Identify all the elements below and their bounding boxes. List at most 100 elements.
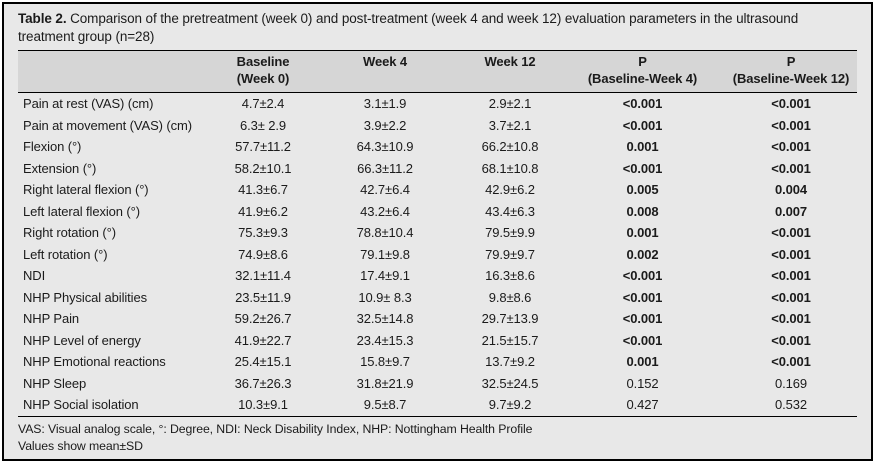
header-p4-line2: (Baseline-Week 4) <box>587 70 698 86</box>
header-p-baseline-week12: P (Baseline-Week 12) <box>725 49 857 94</box>
header-p12-line1: P <box>786 53 796 69</box>
header-week4-line1: Week 4 <box>363 53 407 69</box>
row-parameter-label: NHP Pain <box>23 311 80 327</box>
p-baseline-week12-value: <0.001 <box>771 311 811 327</box>
table-row: Extension (°) 58.2±10.1 66.3±11.2 68.1±1… <box>18 158 857 180</box>
week4-value: 64.3±10.9 <box>356 139 414 155</box>
table-row: NHP Pain 59.2±26.7 32.5±14.8 29.7±13.9 <… <box>18 308 857 330</box>
baseline-value: 41.3±6.7 <box>238 182 288 198</box>
week4-value: 43.2±6.4 <box>360 203 410 219</box>
table-body: Pain at rest (VAS) (cm) 4.7±2.4 3.1±1.9 … <box>18 93 857 417</box>
baseline-value: 59.2±26.7 <box>234 311 292 327</box>
week4-value: 42.7±6.4 <box>360 182 410 198</box>
row-parameter-label: Left lateral flexion (°) <box>23 203 140 219</box>
row-parameter-label: Pain at movement (VAS) (cm) <box>23 117 192 133</box>
table-row: NHP Level of energy 41.9±22.7 23.4±15.3 … <box>18 330 857 352</box>
p-baseline-week12-value: <0.001 <box>771 117 811 133</box>
row-parameter-label: Flexion (°) <box>23 139 82 155</box>
week4-value: 17.4±9.1 <box>360 268 410 284</box>
week4-value: 32.5±14.8 <box>356 311 414 327</box>
week12-value: 16.3±8.6 <box>485 268 535 284</box>
week12-value: 3.7±2.1 <box>488 117 532 133</box>
baseline-value: 74.9±8.6 <box>238 246 288 262</box>
header-week12-line1: Week 12 <box>484 53 536 69</box>
footnote-values: Values show mean±SD <box>18 438 143 453</box>
week12-value: 66.2±10.8 <box>481 139 539 155</box>
baseline-value: 10.3±9.1 <box>238 397 288 413</box>
row-parameter-label: NHP Level of energy <box>23 332 141 348</box>
week4-value: 23.4±15.3 <box>356 332 414 348</box>
header-week12: Week 12 <box>460 49 560 94</box>
week4-value: 3.1±1.9 <box>363 96 407 112</box>
table-row: NHP Physical abilities 23.5±11.9 10.9± 8… <box>18 287 857 309</box>
baseline-value: 23.5±11.9 <box>235 289 291 305</box>
p-baseline-week4-value: 0.001 <box>626 225 659 241</box>
week12-value: 32.5±24.5 <box>481 375 539 391</box>
table-header: Baseline (Week 0) Week 4 Week 12 P (Base… <box>18 49 857 94</box>
header-week4: Week 4 <box>310 49 460 94</box>
header-parameter-blank <box>18 49 216 94</box>
table-row: Flexion (°) 57.7±11.2 64.3±10.9 66.2±10.… <box>18 136 857 158</box>
week4-value: 79.1±9.8 <box>360 246 410 262</box>
p-baseline-week12-value: <0.001 <box>771 354 811 370</box>
row-parameter-label: NHP Physical abilities <box>23 289 147 305</box>
p-baseline-week4-value: 0.005 <box>626 182 659 198</box>
row-parameter-label: Right lateral flexion (°) <box>23 182 149 198</box>
header-baseline: Baseline (Week 0) <box>216 49 310 94</box>
p-baseline-week4-value: 0.002 <box>626 246 659 262</box>
table-row: Left lateral flexion (°) 41.9±6.2 43.2±6… <box>18 201 857 223</box>
week4-value: 66.3±11.2 <box>357 160 413 176</box>
baseline-value: 75.3±9.3 <box>238 225 288 241</box>
row-parameter-label: NHP Sleep <box>23 375 87 391</box>
baseline-value: 57.7±11.2 <box>235 139 291 155</box>
p-baseline-week4-value: 0.001 <box>626 139 659 155</box>
table-number: Table 2. <box>18 11 67 26</box>
p-baseline-week12-value: <0.001 <box>771 139 811 155</box>
baseline-value: 4.7±2.4 <box>241 96 285 112</box>
row-parameter-label: NHP Emotional reactions <box>23 354 166 370</box>
table-row: Right rotation (°) 75.3±9.3 78.8±10.4 79… <box>18 222 857 244</box>
week4-value: 78.8±10.4 <box>356 225 414 241</box>
header-baseline-line1: Baseline <box>236 53 290 69</box>
p-baseline-week12-value: <0.001 <box>771 268 811 284</box>
row-parameter-label: Left rotation (°) <box>23 246 108 262</box>
p-baseline-week4-value: 0.001 <box>626 354 659 370</box>
p-baseline-week12-value: 0.004 <box>774 182 808 198</box>
header-p-baseline-week4: P (Baseline-Week 4) <box>560 49 725 94</box>
p-baseline-week4-value: <0.001 <box>622 96 663 112</box>
p-baseline-week12-value: 0.169 <box>774 375 808 391</box>
table-row: NHP Emotional reactions 25.4±15.1 15.8±9… <box>18 351 857 373</box>
p-baseline-week12-value: <0.001 <box>771 289 811 305</box>
week4-value: 10.9± 8.3 <box>358 289 412 305</box>
table-row: NDI 32.1±11.4 17.4±9.1 16.3±8.6 <0.001 <… <box>18 265 857 287</box>
row-parameter-label: Pain at rest (VAS) (cm) <box>23 96 154 112</box>
week12-value: 21.5±15.7 <box>481 332 539 348</box>
p-baseline-week12-value: 0.007 <box>774 203 808 219</box>
week4-value: 15.8±9.7 <box>360 354 410 370</box>
baseline-value: 41.9±22.7 <box>234 332 292 348</box>
week12-value: 2.9±2.1 <box>488 96 532 112</box>
p-baseline-week12-value: 0.532 <box>774 397 808 413</box>
table-caption: Comparison of the pretreatment (week 0) … <box>18 11 799 44</box>
table-footnotes: VAS: Visual analog scale, °: Degree, NDI… <box>18 421 857 454</box>
header-row: Baseline (Week 0) Week 4 Week 12 P (Base… <box>18 49 857 94</box>
p-baseline-week4-value: <0.001 <box>622 117 663 133</box>
week12-value: 43.4±6.3 <box>485 203 535 219</box>
table-row: Right lateral flexion (°) 41.3±6.7 42.7±… <box>18 179 857 201</box>
p-baseline-week4-value: <0.001 <box>622 160 663 176</box>
table-row: NHP Social isolation 10.3±9.1 9.5±8.7 9.… <box>18 394 857 416</box>
footnote-abbreviations: VAS: Visual analog scale, °: Degree, NDI… <box>18 421 533 436</box>
header-p12-line2: (Baseline-Week 12) <box>732 70 850 86</box>
week12-value: 9.8±8.6 <box>488 289 532 305</box>
table-row: NHP Sleep 36.7±26.3 31.8±21.9 32.5±24.5 … <box>18 373 857 395</box>
baseline-value: 25.4±15.1 <box>234 354 292 370</box>
p-baseline-week4-value: 0.427 <box>626 397 659 413</box>
p-baseline-week12-value: <0.001 <box>771 246 811 262</box>
week12-value: 68.1±10.8 <box>481 160 539 176</box>
baseline-value: 58.2±10.1 <box>234 160 292 176</box>
table-row: Pain at movement (VAS) (cm) 6.3± 2.9 3.9… <box>18 115 857 137</box>
week4-value: 3.9±2.2 <box>363 117 407 133</box>
p-baseline-week4-value: <0.001 <box>622 332 663 348</box>
p-baseline-week12-value: <0.001 <box>771 96 811 112</box>
